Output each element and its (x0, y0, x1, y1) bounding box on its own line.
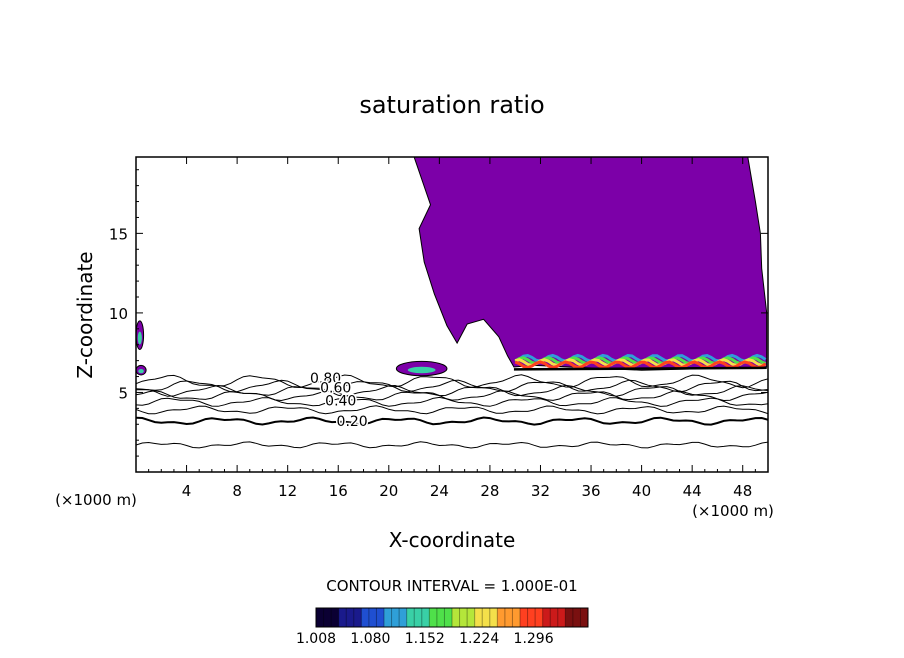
small-cloud-core (407, 366, 436, 374)
x-tick-label: 12 (278, 482, 297, 500)
colorbar-segment (452, 608, 476, 627)
cloud-region (413, 157, 768, 371)
contour-interval-text: CONTOUR INTERVAL = 1.000E-01 (326, 577, 577, 595)
x-unit-right-label: (×1000 m) (692, 502, 774, 520)
colorbar-tick-label: 1.296 (514, 631, 554, 647)
y-tick-label: 15 (109, 225, 128, 243)
colorbar-segment (429, 608, 453, 627)
colorbar-segment (565, 608, 589, 627)
x-tick-label: 8 (232, 482, 242, 500)
y-tick-label: 5 (118, 384, 128, 402)
cloud-fields (136, 157, 768, 377)
x-tick-label: 40 (632, 482, 651, 500)
contour-line (136, 374, 768, 389)
colorbar-segment (316, 608, 340, 627)
x-tick-label: 36 (581, 482, 600, 500)
colorbar-tick-label: 1.152 (405, 631, 445, 647)
colorbar-segment (361, 608, 385, 627)
colorbar-segment (338, 608, 362, 627)
contour-label: 0.20 (337, 414, 368, 430)
colorbar-segment (520, 608, 544, 627)
colorbar (316, 608, 589, 627)
chart-title: saturation ratio (359, 91, 544, 119)
colorbar-tick-label: 1.080 (350, 631, 390, 647)
x-tick-label: 28 (480, 482, 499, 500)
contour-line (136, 379, 768, 393)
y-axis-label: Z-coordinate (73, 251, 97, 378)
x-tick-label: 20 (379, 482, 398, 500)
x-tick-label: 48 (733, 482, 752, 500)
x-tick-label: 44 (683, 482, 702, 500)
supersaturation-band (514, 360, 767, 370)
contour-line (136, 405, 768, 415)
contour-label: 0.60 (320, 381, 351, 397)
x-axis-ticks: 4 8 12 16 20 24 28 32 36 40 44 48 (148, 157, 769, 500)
colorbar-segment (406, 608, 430, 627)
contour-label: 0.40 (325, 393, 356, 409)
y-axis-ticks: 5 10 15 (109, 169, 768, 457)
x-unit-left-label: (×1000 m) (55, 491, 137, 509)
contour-line (136, 396, 768, 407)
x-tick-label: 4 (182, 482, 192, 500)
contour-line (136, 384, 768, 397)
colorbar-frame (315, 607, 589, 628)
contour-labels: 0.800.600.40 0.20 (309, 370, 370, 432)
contour-lines (136, 374, 768, 449)
colorbar-segment (542, 608, 566, 627)
x-tick-label: 24 (430, 482, 449, 500)
colorbar-segment (497, 608, 521, 627)
contour-line (136, 441, 768, 449)
colorbar-tick-label: 1.008 (296, 631, 336, 647)
colorbar-segment (384, 608, 408, 627)
contour-label: 0.80 (310, 371, 341, 387)
cloud-base-line (513, 366, 767, 371)
plot-layers: 0.800.600.40 0.20 (136, 157, 768, 449)
x-tick-label: 16 (329, 482, 348, 500)
y-tick-label: 10 (109, 305, 128, 323)
colorbar-tick-labels: 1.008 1.080 1.152 1.224 1.296 (296, 631, 554, 647)
small-cloud-core (137, 331, 142, 345)
colorbar-tick-label: 1.224 (459, 631, 499, 647)
contour-line (136, 416, 768, 426)
x-axis-label: X-coordinate (389, 528, 516, 552)
x-tick-label: 32 (531, 482, 550, 500)
small-cloud-core (138, 368, 144, 374)
colorbar-segment (474, 608, 498, 627)
